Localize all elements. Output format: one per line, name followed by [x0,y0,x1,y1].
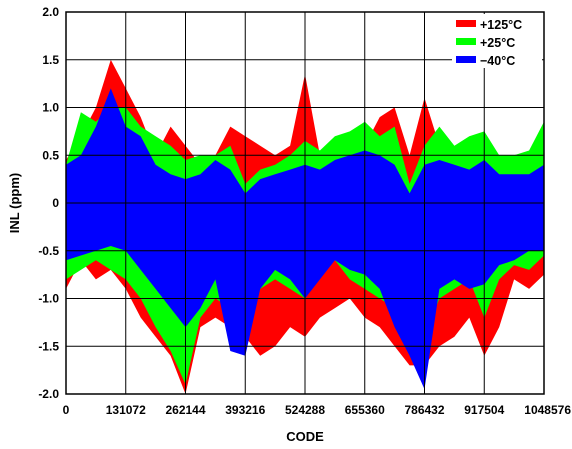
y-tick-label: -1.5 [38,339,59,353]
x-tick-label: 917504 [464,403,504,417]
y-tick-label: 1.0 [42,101,59,115]
y-tick-label: -0.5 [38,244,59,258]
legend-swatch-2 [456,56,476,63]
y-tick-labels: 2.0 1.5 1.0 0.5 0 -0.5 -1.0 -1.5 -2.0 [38,5,59,401]
y-tick-label: 0.5 [42,148,59,162]
x-tick-label: 524288 [285,403,325,417]
y-axis-title: INL (ppm) [7,173,22,233]
x-tick-label: 131072 [106,403,146,417]
plot-frame [65,11,545,395]
y-tick-label: 1.5 [42,53,59,67]
legend-swatch-1 [456,38,476,45]
grid-layer [66,12,544,394]
x-tick-label: 655360 [345,403,385,417]
y-tick-label: 0 [52,196,59,210]
x-tick-labels: 0 131072 262144 393216 524288 655360 786432 917… [63,403,572,417]
x-tick-label: 1048576 [524,403,571,417]
legend-swatch-0 [456,20,476,27]
legend: +125°C +25°C −40°C [452,14,542,68]
y-tick-label: 2.0 [42,5,59,19]
legend-label-1: +25°C [480,36,515,50]
legend-label-0: +125°C [480,18,522,32]
y-tick-label: -1.0 [38,292,59,306]
x-axis-title: CODE [286,429,324,444]
x-tick-label: 393216 [225,403,265,417]
x-tick-label: 786432 [404,403,444,417]
x-tick-label: 262144 [165,403,205,417]
x-tick-label: 0 [63,403,70,417]
y-tick-label: -2.0 [38,387,59,401]
legend-label-2: −40°C [480,54,515,68]
